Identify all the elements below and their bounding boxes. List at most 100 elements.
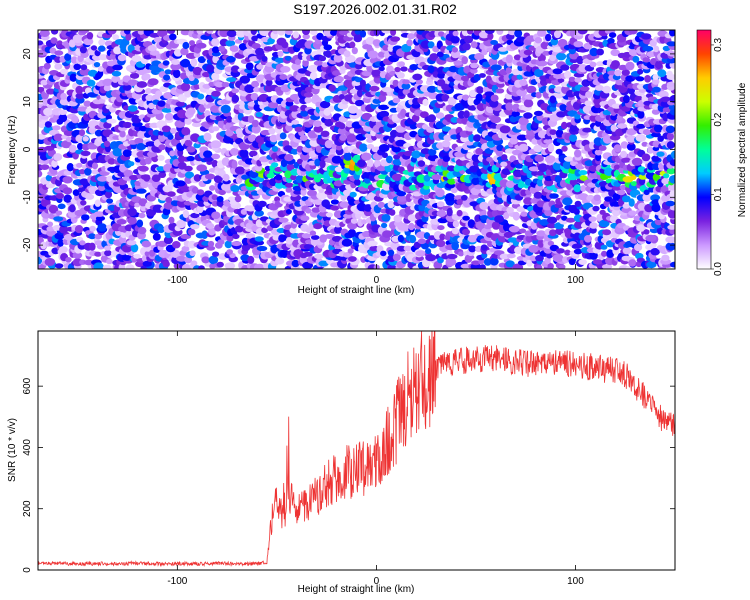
heatmap-cell: [318, 260, 329, 267]
heatmap-cell: [111, 75, 121, 83]
heatmap-cell: [622, 95, 630, 104]
heatmap-cell: [226, 30, 237, 38]
heatmap-cell: [302, 30, 310, 36]
heatmap-cell: [377, 201, 385, 208]
heatmap-cell: [652, 86, 661, 93]
heatmap-cell: [628, 210, 637, 216]
heatmap-cell: [43, 62, 51, 70]
heatmap-cell: [479, 264, 486, 269]
heatmap-cell: [290, 174, 297, 181]
heatmap-cell: [203, 132, 212, 142]
heatmap-cell: [134, 137, 144, 145]
heatmap-cell: [353, 179, 361, 186]
heatmap-cell: [211, 153, 221, 160]
heatmap-cell: [533, 110, 544, 116]
heatmap-cell: [188, 74, 195, 82]
heatmap-cell: [211, 46, 220, 54]
heatmap-cell: [142, 73, 151, 80]
heatmap-cell: [94, 199, 102, 207]
heatmap-cell: [324, 140, 334, 149]
heatmap-cell: [512, 211, 520, 221]
heatmap-cell: [55, 192, 65, 200]
heatmap-cell: [43, 107, 53, 116]
heatmap-cell: [62, 176, 73, 184]
heatmap-cell: [387, 200, 395, 209]
heatmap-cell: [250, 150, 258, 157]
heatmap-cell: [665, 242, 675, 251]
heatmap-cell: [50, 37, 58, 44]
heatmap-cell: [224, 262, 236, 269]
heatmap-cell: [334, 225, 343, 234]
heatmap-cell: [468, 245, 477, 253]
heatmap-cell: [167, 134, 174, 140]
heatmap-cell: [184, 117, 192, 125]
heatmap-cell: [251, 80, 260, 88]
heatmap-cell: [175, 180, 186, 187]
heatmap-cell: [148, 102, 156, 110]
heatmap-cell: [534, 37, 542, 44]
heatmap-cell: [226, 77, 237, 82]
heatmap-cell: [211, 126, 220, 132]
heatmap-cell: [315, 145, 323, 153]
heatmap-cell: [343, 152, 353, 161]
heatmap-cell: [230, 147, 240, 156]
heatmap-cell: [176, 255, 187, 262]
heatmap-cell: [90, 45, 98, 51]
heatmap-cell: [196, 30, 204, 35]
heatmap-cell: [184, 89, 192, 98]
heatmap-cell: [234, 225, 244, 233]
heatmap-cell: [593, 194, 601, 201]
heatmap-cell: [206, 64, 215, 73]
heatmap-cell: [180, 30, 191, 36]
heatmap-cell: [553, 30, 562, 39]
heatmap-cell: [155, 90, 163, 98]
heatmap-cell: [495, 88, 505, 94]
heatmap-cell: [436, 201, 445, 208]
heatmap-cell: [197, 93, 205, 100]
heatmap-cell: [226, 249, 233, 255]
heatmap-cell: [217, 239, 225, 245]
heatmap-cell: [316, 191, 328, 200]
heatmap-cell: [666, 81, 675, 87]
heatmap-cell: [598, 145, 607, 151]
heatmap-cell: [436, 209, 447, 218]
heatmap-cell: [361, 152, 372, 161]
heatmap-cell: [294, 126, 303, 132]
heatmap-cell: [411, 150, 421, 159]
heatmap-cell: [147, 151, 157, 158]
heatmap-cell: [54, 50, 64, 56]
heatmap-cell: [205, 173, 215, 180]
heatmap-cell: [93, 211, 105, 217]
heatmap-cell: [309, 71, 318, 81]
heatmap-cell: [39, 30, 50, 37]
heatmap-cell: [156, 166, 166, 172]
heatmap-cell: [613, 144, 622, 153]
heatmap-cell: [588, 216, 597, 222]
heatmap-cell: [508, 225, 520, 233]
heatmap-cell: [628, 259, 637, 267]
heatmap-cell: [292, 31, 300, 39]
heatmap-cell: [149, 249, 156, 257]
heatmap-cell: [94, 240, 104, 246]
heatmap-cell: [417, 238, 427, 245]
heatmap-cell: [38, 40, 44, 46]
heatmap-cell: [131, 55, 142, 62]
heatmap-cell: [189, 40, 195, 46]
heatmap-cell: [505, 102, 513, 111]
heatmap-cell: [163, 74, 171, 81]
heatmap-cell: [79, 68, 91, 76]
heatmap-cell: [573, 184, 582, 193]
heatmap-cell: [295, 175, 304, 184]
heatmap-cell: [51, 30, 59, 35]
heatmap-cell: [106, 118, 117, 124]
heatmap-cell: [97, 66, 105, 72]
heatmap-cell: [125, 33, 132, 41]
heatmap-cell: [461, 30, 468, 36]
heatmap-cell: [48, 204, 59, 214]
heatmap-cell: [216, 196, 224, 203]
heatmap-cell: [301, 233, 311, 239]
heatmap-cell: [106, 198, 114, 204]
y-tick-label: 0: [22, 567, 33, 573]
heatmap-cell: [212, 251, 220, 257]
heatmap-cell: [569, 124, 578, 132]
